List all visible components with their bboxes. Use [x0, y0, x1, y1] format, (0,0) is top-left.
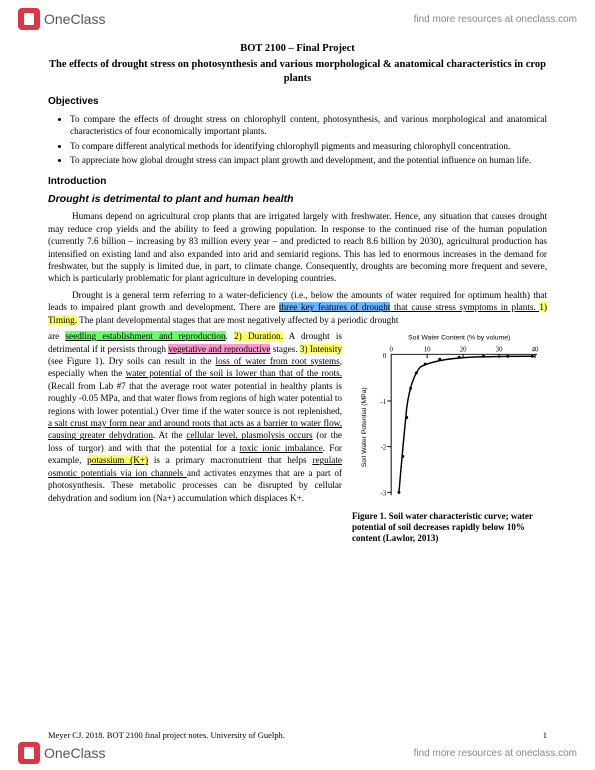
svg-text:10: 10 — [424, 346, 431, 353]
p2-text: The plant developmental stages that are … — [77, 315, 398, 325]
figure-caption: Figure 1. Soil water characteristic curv… — [352, 511, 547, 545]
document-title: The effects of drought stress on photosy… — [48, 58, 547, 85]
svg-text:0: 0 — [383, 353, 387, 360]
footer-tagline[interactable]: find more resources at oneclass.com — [414, 748, 577, 759]
bottom-bar: OneClass find more resources at oneclass… — [0, 738, 595, 770]
left-text: . — [226, 331, 235, 341]
underline-text: loss of water from root systems — [216, 356, 340, 366]
left-text: (see Figure 1). Dry soils can result in … — [48, 356, 216, 366]
objective-item: To appreciate how global drought stress … — [70, 154, 547, 166]
top-header: OneClass find more resources at oneclass… — [0, 0, 595, 34]
objective-item: To compare different analytical methods … — [70, 140, 547, 152]
svg-text:0: 0 — [389, 346, 393, 353]
logo-icon — [18, 8, 40, 30]
highlight-green: seedling establishment and reproduction — [65, 331, 225, 341]
two-column-layout: are seedling establishment and reproduct… — [48, 330, 547, 544]
svg-text:-1: -1 — [381, 399, 387, 406]
objective-item: To compare the effects of drought stress… — [70, 113, 547, 138]
figure-column: Soil Water Content (% by volume) 0 10 20… — [352, 330, 547, 544]
p2-highlight-blue: three key features of drought — [279, 302, 390, 312]
brand-logo-bottom[interactable]: OneClass — [18, 742, 105, 764]
highlight-yellow: potassium (K+) — [87, 455, 148, 465]
brand-logo[interactable]: OneClass — [18, 8, 105, 30]
subsection-heading: Drought is detrimental to plant and huma… — [48, 192, 547, 206]
document-page: BOT 2100 – Final Project The effects of … — [0, 34, 595, 544]
highlight-yellow: 2) Duration. — [234, 331, 283, 341]
brand-name: OneClass — [44, 11, 105, 27]
left-text: is a primary macronutrient that helps — [148, 455, 312, 465]
y-axis-label: Soil Water Potential (MPa) — [361, 387, 368, 467]
left-text: (Recall from Lab #7 that the average roo… — [48, 381, 342, 416]
objectives-heading: Objectives — [48, 95, 547, 109]
course-code: BOT 2100 – Final Project — [48, 42, 547, 56]
highlight-pink: vegetative and reproductive — [168, 344, 270, 354]
svg-text:30: 30 — [496, 346, 503, 353]
objectives-list: To compare the effects of drought stress… — [48, 113, 547, 167]
left-text: . At the — [153, 430, 186, 440]
left-text: are — [48, 331, 65, 341]
underline-text: toxic ionic imbalance — [240, 443, 323, 453]
intro-paragraph-2-top: Drought is a general term referring to a… — [48, 289, 547, 326]
svg-text:20: 20 — [460, 346, 467, 353]
svg-text:-2: -2 — [381, 445, 387, 452]
figure-1: Soil Water Content (% by volume) 0 10 20… — [352, 330, 547, 544]
p2-text: that cause stress symptoms in plants. — [390, 302, 539, 312]
underline-text: water potential of the soil is lower tha… — [126, 368, 342, 378]
header-tagline[interactable]: find more resources at oneclass.com — [414, 14, 577, 25]
x-axis-label: Soil Water Content (% by volume) — [408, 335, 510, 342]
logo-icon — [18, 742, 40, 764]
brand-name-bottom: OneClass — [44, 745, 105, 761]
highlight-yellow: 3) Intensity — [300, 344, 342, 354]
underline-text: cellular level, plasmolysis occurs — [186, 430, 312, 440]
intro-paragraph-1: Humans depend on agricultural crop plant… — [48, 210, 547, 285]
svg-text:40: 40 — [532, 346, 539, 353]
left-text-column: are seedling establishment and reproduct… — [48, 330, 342, 544]
left-text: stages. — [270, 344, 299, 354]
svg-text:-3: -3 — [381, 490, 387, 497]
soil-water-chart: Soil Water Content (% by volume) 0 10 20… — [352, 330, 547, 505]
introduction-heading: Introduction — [48, 175, 547, 189]
